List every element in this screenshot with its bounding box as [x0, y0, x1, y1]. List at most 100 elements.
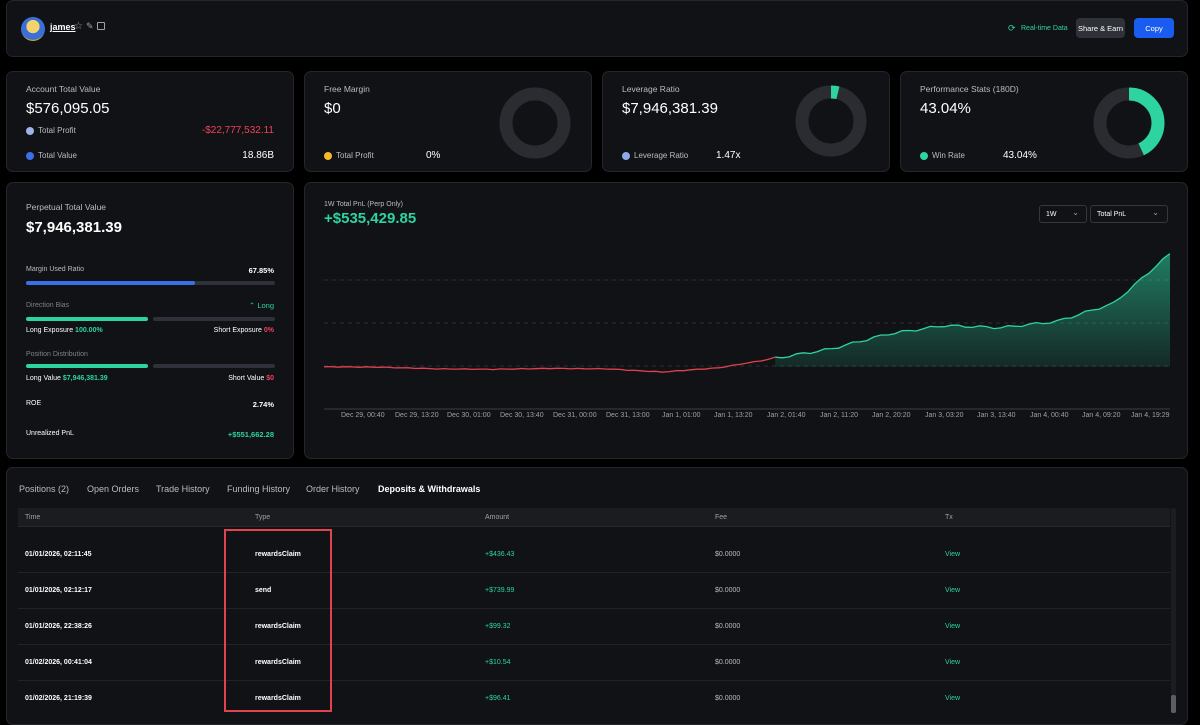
view-tx-link[interactable]: View [945, 623, 961, 630]
col-header-fee: Fee [715, 514, 728, 521]
cell-time: 01/01/2026, 02:12:17 [25, 587, 92, 594]
edit-icon[interactable]: ✎ [86, 21, 94, 31]
tab-deposits-withdrawals[interactable]: Deposits & Withdrawals [378, 484, 481, 494]
cell-time: 01/02/2026, 21:19:39 [25, 695, 92, 702]
leverage-donut [795, 85, 867, 157]
x-tick-label: Jan 4, 09:20 [1082, 412, 1121, 419]
card-value: $7,946,381.39 [622, 100, 718, 117]
x-tick-label: Dec 30, 01:00 [447, 412, 491, 419]
period-select-value: 1W [1046, 211, 1057, 218]
card-title: Account Total Value [26, 84, 101, 94]
x-tick-label: Jan 2, 11:20 [820, 412, 859, 419]
cell-amount: +$96.41 [485, 695, 511, 702]
x-tick-label: Dec 29, 00:40 [341, 412, 385, 419]
table-scrollbar[interactable] [1171, 508, 1176, 713]
cell-amount: +$10.54 [485, 659, 511, 666]
cell-amount: +$436.43 [485, 551, 515, 558]
long-value-label: Long Value [26, 375, 61, 382]
position-distribution-label: Position Distribution [26, 351, 88, 358]
view-tx-link[interactable]: View [945, 659, 961, 666]
tab-positions[interactable]: Positions (2) [19, 484, 70, 494]
tab-order-history[interactable]: Order History [306, 484, 360, 494]
card-title: Performance Stats (180D) [920, 84, 1019, 94]
winrate-value: 43.04% [1003, 150, 1037, 161]
x-tick-label: Dec 30, 13:40 [500, 412, 544, 419]
pnl-series-positive [775, 253, 1170, 359]
long-value: $7,946,381.39 [62, 375, 108, 382]
margin-used-value: 67.85% [248, 266, 274, 275]
winrate-row: Win Rate [920, 151, 965, 160]
card-value: $0 [324, 100, 341, 117]
total-profit-value: -$22,777,532.11 [201, 125, 274, 136]
view-tx-link[interactable]: View [945, 551, 961, 558]
tab-trade-history[interactable]: Trade History [156, 484, 210, 494]
metric-select-value: Total PnL [1097, 211, 1127, 218]
copy-button[interactable]: Copy [1134, 18, 1174, 38]
perp-value: $7,946,381.39 [26, 219, 122, 236]
period-select[interactable]: 1W ⌄ [1039, 205, 1087, 223]
short-exposure-value: 0% [263, 327, 274, 334]
table-row: 01/01/2026, 02:11:45 rewardsClaim +$436.… [18, 537, 1170, 573]
cell-type: rewardsClaim [255, 659, 301, 666]
view-tx-link[interactable]: View [945, 695, 961, 702]
cell-fee: $0.0000 [715, 551, 741, 558]
x-tick-label: Jan 2, 20:20 [872, 412, 911, 419]
short-value-label: Short Value [228, 375, 265, 382]
copy-icon[interactable] [97, 22, 105, 30]
profile-header: james ☆ ✎ ⟳ Real-time Data Share & Earn … [6, 0, 1188, 57]
margin-profit-row: Total Profit [324, 151, 374, 160]
scrollbar-thumb[interactable] [1171, 695, 1176, 713]
leverage-label: Leverage Ratio [634, 151, 689, 160]
username[interactable]: james [50, 22, 76, 32]
cell-time: 01/01/2026, 02:11:45 [25, 551, 92, 558]
pnl-value: +$535,429.85 [324, 210, 417, 227]
cell-type: send [255, 587, 272, 594]
legend-dot [324, 151, 332, 160]
x-tick-label: Dec 31, 13:00 [606, 412, 650, 419]
avatar[interactable] [21, 17, 45, 41]
long-exposure-bar [26, 317, 148, 321]
total-value-label: Total Value [38, 151, 77, 160]
metric-select[interactable]: Total PnL ⌄ [1090, 205, 1168, 223]
cell-type: rewardsClaim [255, 695, 301, 702]
perpetual-panel: Perpetual Total Value $7,946,381.39 Marg… [6, 182, 294, 459]
total-value-row: Total Value [26, 151, 77, 160]
star-icon[interactable]: ☆ [74, 21, 83, 32]
cell-fee: $0.0000 [715, 587, 741, 594]
x-tick-label: Dec 31, 00:00 [553, 412, 597, 419]
pnl-series-negative [324, 356, 776, 373]
long-exposure-row: Long Exposure 100.00% [26, 327, 103, 334]
realtime-data-link[interactable]: Real-time Data [1021, 25, 1068, 32]
x-tick-label: Jan 2, 01:40 [767, 412, 806, 419]
margin-used-label: Margin Used Ratio [26, 266, 84, 273]
direction-bias-label: Direction Bias [26, 302, 70, 309]
total-profit-row: Total Profit [26, 126, 76, 135]
legend-dot [920, 151, 928, 160]
share-earn-button[interactable]: Share & Earn [1076, 18, 1125, 38]
col-header-type: Type [255, 514, 271, 521]
table-row: 01/01/2026, 02:12:17 send +$739.99 $0.00… [18, 573, 1170, 609]
x-tick-label: Jan 3, 03:20 [925, 412, 964, 419]
long-value-bar [26, 364, 148, 368]
col-header-amount: Amount [485, 514, 510, 521]
tab-funding-history[interactable]: Funding History [227, 484, 291, 494]
cell-fee: $0.0000 [715, 659, 741, 666]
cell-fee: $0.0000 [715, 695, 741, 702]
type-column-highlight-box [224, 529, 332, 712]
legend-dot [26, 126, 34, 135]
refresh-icon[interactable]: ⟳ [1008, 23, 1016, 33]
table-row: 01/01/2026, 22:38:26 rewardsClaim +$99.3… [18, 609, 1170, 645]
view-tx-link[interactable]: View [945, 587, 961, 594]
card-value: 43.04% [920, 100, 971, 117]
x-tick-label: Jan 3, 13:40 [977, 412, 1016, 419]
card-value: $576,095.05 [26, 100, 110, 117]
total-value-value: 18.86B [242, 150, 274, 161]
short-value-row: Short Value $0 [228, 375, 274, 382]
roe-label: ROE [26, 400, 42, 407]
short-exposure-bar [153, 317, 275, 321]
roe-value: 2.74% [252, 400, 274, 409]
direction-bias-value: ⌃ Long [249, 301, 274, 310]
unrealized-pnl-value: +$551,662.28 [227, 430, 274, 439]
winrate-label: Win Rate [932, 151, 965, 160]
tab-open-orders[interactable]: Open Orders [87, 484, 140, 494]
